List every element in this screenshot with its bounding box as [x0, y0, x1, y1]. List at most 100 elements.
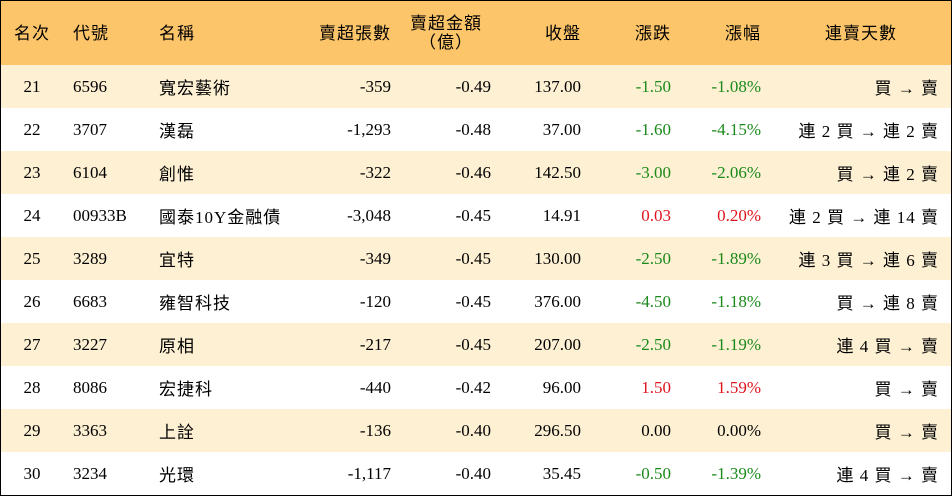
cell-net-lots: -1,293 — [347, 119, 391, 139]
cell-net-lots: -3,048 — [347, 205, 391, 225]
cell-change: 0.03 — [641, 205, 671, 225]
cell-close: 142.50 — [534, 162, 581, 182]
cell-name: 寬宏藝術 — [159, 79, 231, 98]
header-rank: 名次 — [14, 23, 50, 43]
cell-net-amount: -0.40 — [455, 463, 491, 483]
cell-net-lots: -322 — [359, 162, 391, 182]
cell-code: 3707 — [73, 119, 107, 139]
cell-streak: 連 3 買 → 連 6 賣 — [798, 251, 939, 270]
cell-streak: 連 2 買 → 連 2 賣 — [798, 122, 939, 141]
cell-change-pct: -1.08% — [711, 76, 761, 96]
cell-streak: 買 → 連 8 賣 — [836, 294, 939, 313]
cell-rank: 24 — [23, 205, 41, 225]
header-streak: 連賣天數 — [825, 23, 897, 43]
cell-streak: 買 → 賣 — [874, 423, 939, 442]
cell-net-lots: -1,117 — [347, 463, 391, 483]
cell-name: 宜特 — [159, 251, 195, 270]
cell-net-amount: -0.45 — [455, 291, 491, 311]
header-code: 代號 — [73, 23, 109, 43]
table-body: 21 6596 寬宏藝術 -359 -0.49 137.00 -1.50 -1.08% 買 → … — [1, 65, 951, 495]
cell-rank: 28 — [23, 377, 41, 397]
cell-net-amount: -0.48 — [455, 119, 491, 139]
cell-streak: 連 2 買 → 連 14 賣 — [789, 208, 939, 227]
cell-code: 3289 — [73, 248, 107, 268]
table-row: 27 3227 原相 -217 -0.45 207.00 -2.50 -1.19% 連 4 買 … — [1, 323, 951, 366]
cell-change-pct: -2.06% — [711, 162, 761, 182]
table-row: 28 8086 宏捷科 -440 -0.42 96.00 1.50 1.59% 買 → 賣 — [1, 366, 951, 409]
cell-name: 漢磊 — [159, 122, 195, 141]
cell-change: -4.50 — [635, 291, 671, 311]
cell-rank: 22 — [23, 119, 41, 139]
cell-code: 00933B — [73, 205, 127, 225]
cell-code: 3227 — [73, 334, 107, 354]
cell-change: 1.50 — [641, 377, 671, 397]
cell-close: 130.00 — [534, 248, 581, 268]
table-row: 30 3234 光環 -1,117 -0.40 35.45 -0.50 -1.39% 連 4 買… — [1, 452, 951, 495]
cell-change-pct: -1.19% — [711, 334, 761, 354]
cell-net-lots: -120 — [359, 291, 391, 311]
table-row: 26 6683 雍智科技 -120 -0.45 376.00 -4.50 -1.18% 買 → … — [1, 280, 951, 323]
cell-rank: 27 — [23, 334, 41, 354]
cell-close: 207.00 — [534, 334, 581, 354]
cell-change: -0.50 — [635, 463, 671, 483]
cell-close: 35.45 — [542, 463, 581, 483]
cell-net-amount: -0.45 — [455, 248, 491, 268]
header-net-amount-line1: 賣超金額 — [410, 14, 482, 33]
cell-close: 296.50 — [534, 420, 581, 440]
cell-streak: 買 → 賣 — [874, 79, 939, 98]
cell-name: 宏捷科 — [159, 380, 213, 399]
cell-change-pct: -4.15% — [711, 119, 761, 139]
cell-change-pct: 1.59% — [717, 377, 761, 397]
cell-net-amount: -0.45 — [455, 205, 491, 225]
cell-change: -1.60 — [635, 119, 671, 139]
table-header-row: 名次 代號 名稱 賣超張數 賣超金額 （億） 收盤 漲跌 漲幅 連賣天數 — [1, 1, 951, 65]
cell-net-lots: -440 — [359, 377, 391, 397]
table-row: 22 3707 漢磊 -1,293 -0.48 37.00 -1.60 -4.15% 連 2 買… — [1, 108, 951, 151]
cell-change: -2.50 — [635, 248, 671, 268]
cell-name: 雍智科技 — [159, 294, 231, 313]
table-row: 21 6596 寬宏藝術 -359 -0.49 137.00 -1.50 -1.08% 買 → … — [1, 65, 951, 108]
table-row: 23 6104 創惟 -322 -0.46 142.50 -3.00 -2.06% 買 → 連 … — [1, 151, 951, 194]
cell-change: -3.00 — [635, 162, 671, 182]
cell-close: 96.00 — [542, 377, 581, 397]
cell-close: 37.00 — [542, 119, 581, 139]
cell-rank: 23 — [23, 162, 41, 182]
cell-name: 上詮 — [159, 423, 195, 442]
cell-code: 3363 — [73, 420, 107, 440]
table-row: 24 00933B 國泰10Y金融債 -3,048 -0.45 14.91 0.03 0.20… — [1, 194, 951, 237]
header-change: 漲跌 — [635, 23, 671, 43]
cell-code: 6596 — [73, 76, 107, 96]
cell-name: 光環 — [159, 466, 195, 485]
cell-net-lots: -359 — [359, 76, 391, 96]
header-close: 收盤 — [545, 23, 581, 43]
cell-name: 原相 — [159, 337, 195, 356]
header-net-amount: 賣超金額 （億） — [401, 1, 501, 65]
cell-net-amount: -0.46 — [455, 162, 491, 182]
cell-rank: 21 — [23, 76, 41, 96]
cell-net-amount: -0.42 — [455, 377, 491, 397]
cell-rank: 30 — [23, 463, 41, 483]
cell-close: 137.00 — [534, 76, 581, 96]
cell-rank: 26 — [23, 291, 41, 311]
cell-streak: 買 → 賣 — [874, 380, 939, 399]
cell-change: -2.50 — [635, 334, 671, 354]
cell-net-lots: -217 — [359, 334, 391, 354]
cell-net-lots: -136 — [359, 420, 391, 440]
cell-change-pct: 0.00% — [717, 420, 761, 440]
cell-close: 14.91 — [542, 205, 581, 225]
cell-change-pct: -1.89% — [711, 248, 761, 268]
cell-code: 6104 — [73, 162, 107, 182]
cell-code: 3234 — [73, 463, 107, 483]
cell-net-amount: -0.49 — [455, 76, 491, 96]
table-row: 25 3289 宜特 -349 -0.45 130.00 -2.50 -1.89% 連 3 買 … — [1, 237, 951, 280]
cell-change-pct: 0.20% — [717, 205, 761, 225]
cell-name: 國泰10Y金融債 — [159, 208, 282, 227]
cell-change: 0.00 — [641, 420, 671, 440]
cell-change-pct: -1.39% — [711, 463, 761, 483]
cell-name: 創惟 — [159, 165, 195, 184]
header-change-pct: 漲幅 — [725, 23, 761, 43]
cell-rank: 25 — [23, 248, 41, 268]
cell-streak: 買 → 連 2 賣 — [836, 165, 939, 184]
